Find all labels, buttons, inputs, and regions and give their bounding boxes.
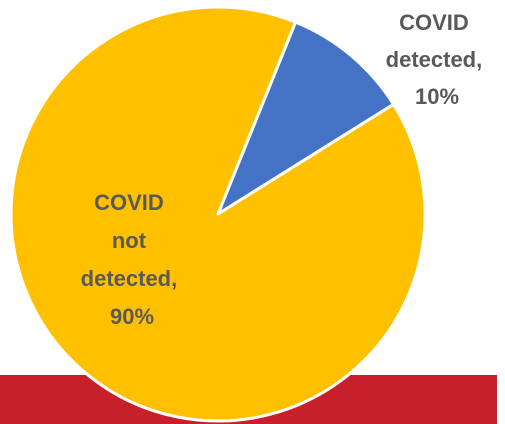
slice-label-line: detected, xyxy=(386,47,483,72)
pie-slices xyxy=(9,5,427,423)
slice-label-line: COVID xyxy=(94,190,164,215)
slice-label-line: detected, xyxy=(81,266,178,291)
slice-label-line: not xyxy=(112,228,147,253)
pie-slice-covid-detected xyxy=(216,20,396,216)
slice-label-line: 90% xyxy=(110,304,154,329)
slice-label-line: 10% xyxy=(415,84,459,109)
slice-label-line: COVID xyxy=(399,10,469,35)
slice-label-covid-detected: COVID detected, 10% xyxy=(386,10,489,109)
slice-label-covid-not-detected: COVID not detected, 90% xyxy=(81,190,184,329)
pie-labels: COVID detected, 10% COVID not detected, … xyxy=(81,10,489,329)
pie-slice-covid-not-detected xyxy=(9,5,427,423)
